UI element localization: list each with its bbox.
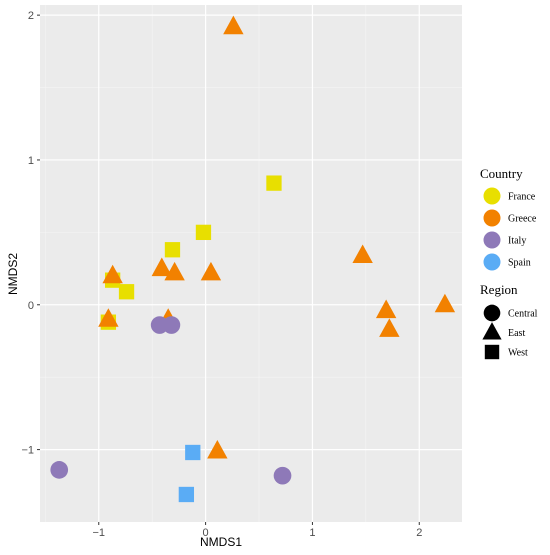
y-tick-label: −1 — [21, 445, 34, 457]
legend: Country France Greece Italy Spain Region Ce… — [480, 166, 538, 360]
data-points — [50, 15, 456, 503]
y-tick-label: 2 — [28, 10, 34, 22]
data-point-italy-central — [273, 466, 292, 485]
data-point-greece-east — [151, 257, 172, 277]
data-point-greece-east — [200, 261, 222, 281]
data-point-greece-east — [102, 264, 123, 284]
legend-country-title: Country — [480, 166, 523, 181]
data-point-france-west — [118, 284, 135, 300]
y-tick-label: 0 — [28, 300, 34, 312]
data-point-italy-central — [162, 316, 181, 334]
legend-label-spain: Spain — [508, 258, 531, 269]
grid-lines — [40, 5, 462, 522]
legend-swatch-spain — [483, 253, 501, 271]
x-tick-label: 0 — [203, 527, 209, 539]
legend-label-east: East — [508, 328, 525, 339]
data-point-italy-central — [50, 461, 69, 479]
data-point-france-west — [195, 224, 212, 241]
data-point-greece-east — [375, 299, 397, 319]
data-point-greece-east — [207, 439, 228, 459]
x-tick-label: −1 — [92, 527, 105, 539]
data-point-greece-east — [98, 308, 119, 327]
legend-shape-west — [484, 344, 500, 360]
legend-swatch-italy — [483, 231, 501, 249]
y-axis-ticks: −1 0 1 2 — [21, 10, 40, 457]
legend-label-italy: Italy — [508, 236, 526, 247]
legend-label-france: France — [508, 192, 536, 203]
y-axis-title: NMDS2 — [6, 253, 20, 295]
data-point-spain-west — [185, 444, 201, 461]
x-axis-ticks: −1 0 1 2 — [92, 522, 422, 539]
data-point-greece-east — [434, 293, 456, 313]
legend-label-west: West — [508, 348, 528, 359]
legend-country-items: France Greece Italy Spain — [483, 187, 537, 271]
data-point-france-west — [266, 175, 282, 191]
data-point-greece-east — [164, 261, 185, 281]
legend-region-title: Region — [480, 282, 518, 297]
legend-region-items: Central East West — [482, 304, 538, 360]
plot-panel — [40, 5, 462, 522]
data-point-greece-east — [379, 318, 400, 337]
x-tick-label: 1 — [309, 527, 315, 539]
legend-swatch-france — [483, 187, 501, 205]
data-point-greece-east — [352, 244, 373, 264]
x-tick-label: 2 — [416, 527, 422, 539]
legend-label-greece: Greece — [508, 214, 537, 225]
legend-shape-central — [483, 304, 501, 322]
x-axis-title: NMDS1 — [200, 535, 242, 549]
data-point-france-west — [164, 242, 181, 258]
data-point-greece-east — [223, 15, 244, 35]
legend-swatch-greece — [483, 209, 501, 227]
data-point-spain-west — [178, 486, 195, 503]
y-tick-label: 1 — [28, 155, 34, 167]
legend-shape-east — [482, 322, 502, 340]
legend-label-central: Central — [508, 309, 538, 320]
